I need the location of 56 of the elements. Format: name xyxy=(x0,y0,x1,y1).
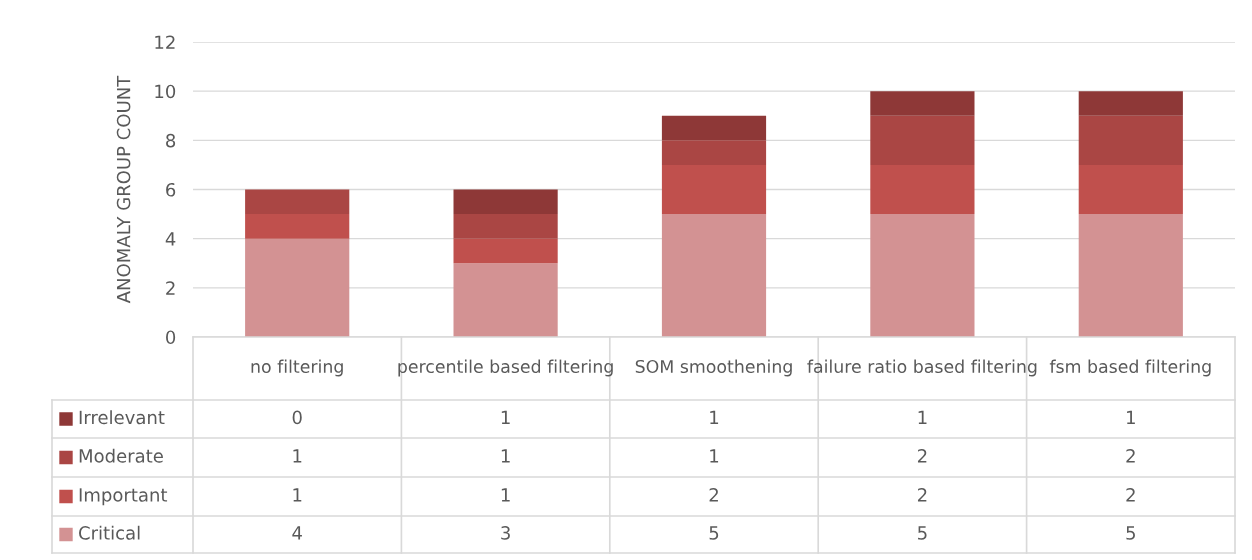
data-label: 5 xyxy=(709,526,719,540)
x-tick-label: percentile based filtering xyxy=(398,359,613,377)
bar xyxy=(1078,164,1183,215)
data-label: 2 xyxy=(1126,488,1135,502)
bar xyxy=(245,214,350,239)
bar xyxy=(453,263,558,337)
data-label: 5 xyxy=(1126,526,1135,540)
x-tick-label: SOM smoothening xyxy=(635,359,792,377)
data-label: 1 xyxy=(501,449,510,463)
bar xyxy=(661,140,767,165)
bar xyxy=(1078,115,1183,165)
y-tick-label: 0 xyxy=(166,330,176,345)
y-tick-label: 2 xyxy=(166,281,175,295)
bar xyxy=(453,238,558,264)
bar xyxy=(661,115,767,141)
y-tick-label: 10 xyxy=(155,84,176,99)
data-label: 1 xyxy=(710,410,719,424)
bar xyxy=(870,214,975,337)
y-tick-label: 4 xyxy=(165,232,176,246)
y-tick-label: 12 xyxy=(155,35,175,49)
bar xyxy=(453,189,558,215)
y-tick-label: 8 xyxy=(166,133,176,148)
data-label: 5 xyxy=(918,526,927,540)
data-label: 2 xyxy=(917,449,927,463)
data-label: 3 xyxy=(501,526,510,540)
bar xyxy=(245,189,350,215)
x-tick-label: no filtering xyxy=(251,359,343,377)
bar xyxy=(870,91,975,116)
bar xyxy=(870,115,975,165)
data-label: 1 xyxy=(293,449,302,463)
bar xyxy=(1078,91,1183,116)
data-label: 1 xyxy=(501,410,510,424)
data-label: 2 xyxy=(709,488,718,502)
bar xyxy=(661,164,767,215)
legend-label: Moderate xyxy=(79,448,163,463)
bar xyxy=(661,214,767,337)
data-label: 4 xyxy=(292,526,302,540)
data-label: 1 xyxy=(1127,410,1135,424)
y-tick-label: 6 xyxy=(166,182,176,197)
x-tick-label: fsm based filtering xyxy=(1049,359,1211,377)
data-label: 2 xyxy=(917,488,927,502)
data-label: 1 xyxy=(293,488,302,502)
data-label: 1 xyxy=(710,449,719,463)
data-label: 1 xyxy=(918,410,927,424)
data-label: 0 xyxy=(292,410,302,425)
bar xyxy=(453,214,558,239)
data-label: 2 xyxy=(1126,449,1135,463)
bar xyxy=(870,164,975,215)
x-tick-label: failure ratio based filtering xyxy=(807,359,1037,377)
legend-label: Important xyxy=(79,488,168,506)
bar xyxy=(1078,214,1183,337)
data-label: 1 xyxy=(501,488,510,502)
legend-label: Irrelevant xyxy=(79,410,165,425)
y-axis-title: ANOMALY GROUP COUNT xyxy=(116,75,131,304)
legend-label: Critical xyxy=(79,525,140,540)
bar xyxy=(245,238,350,337)
